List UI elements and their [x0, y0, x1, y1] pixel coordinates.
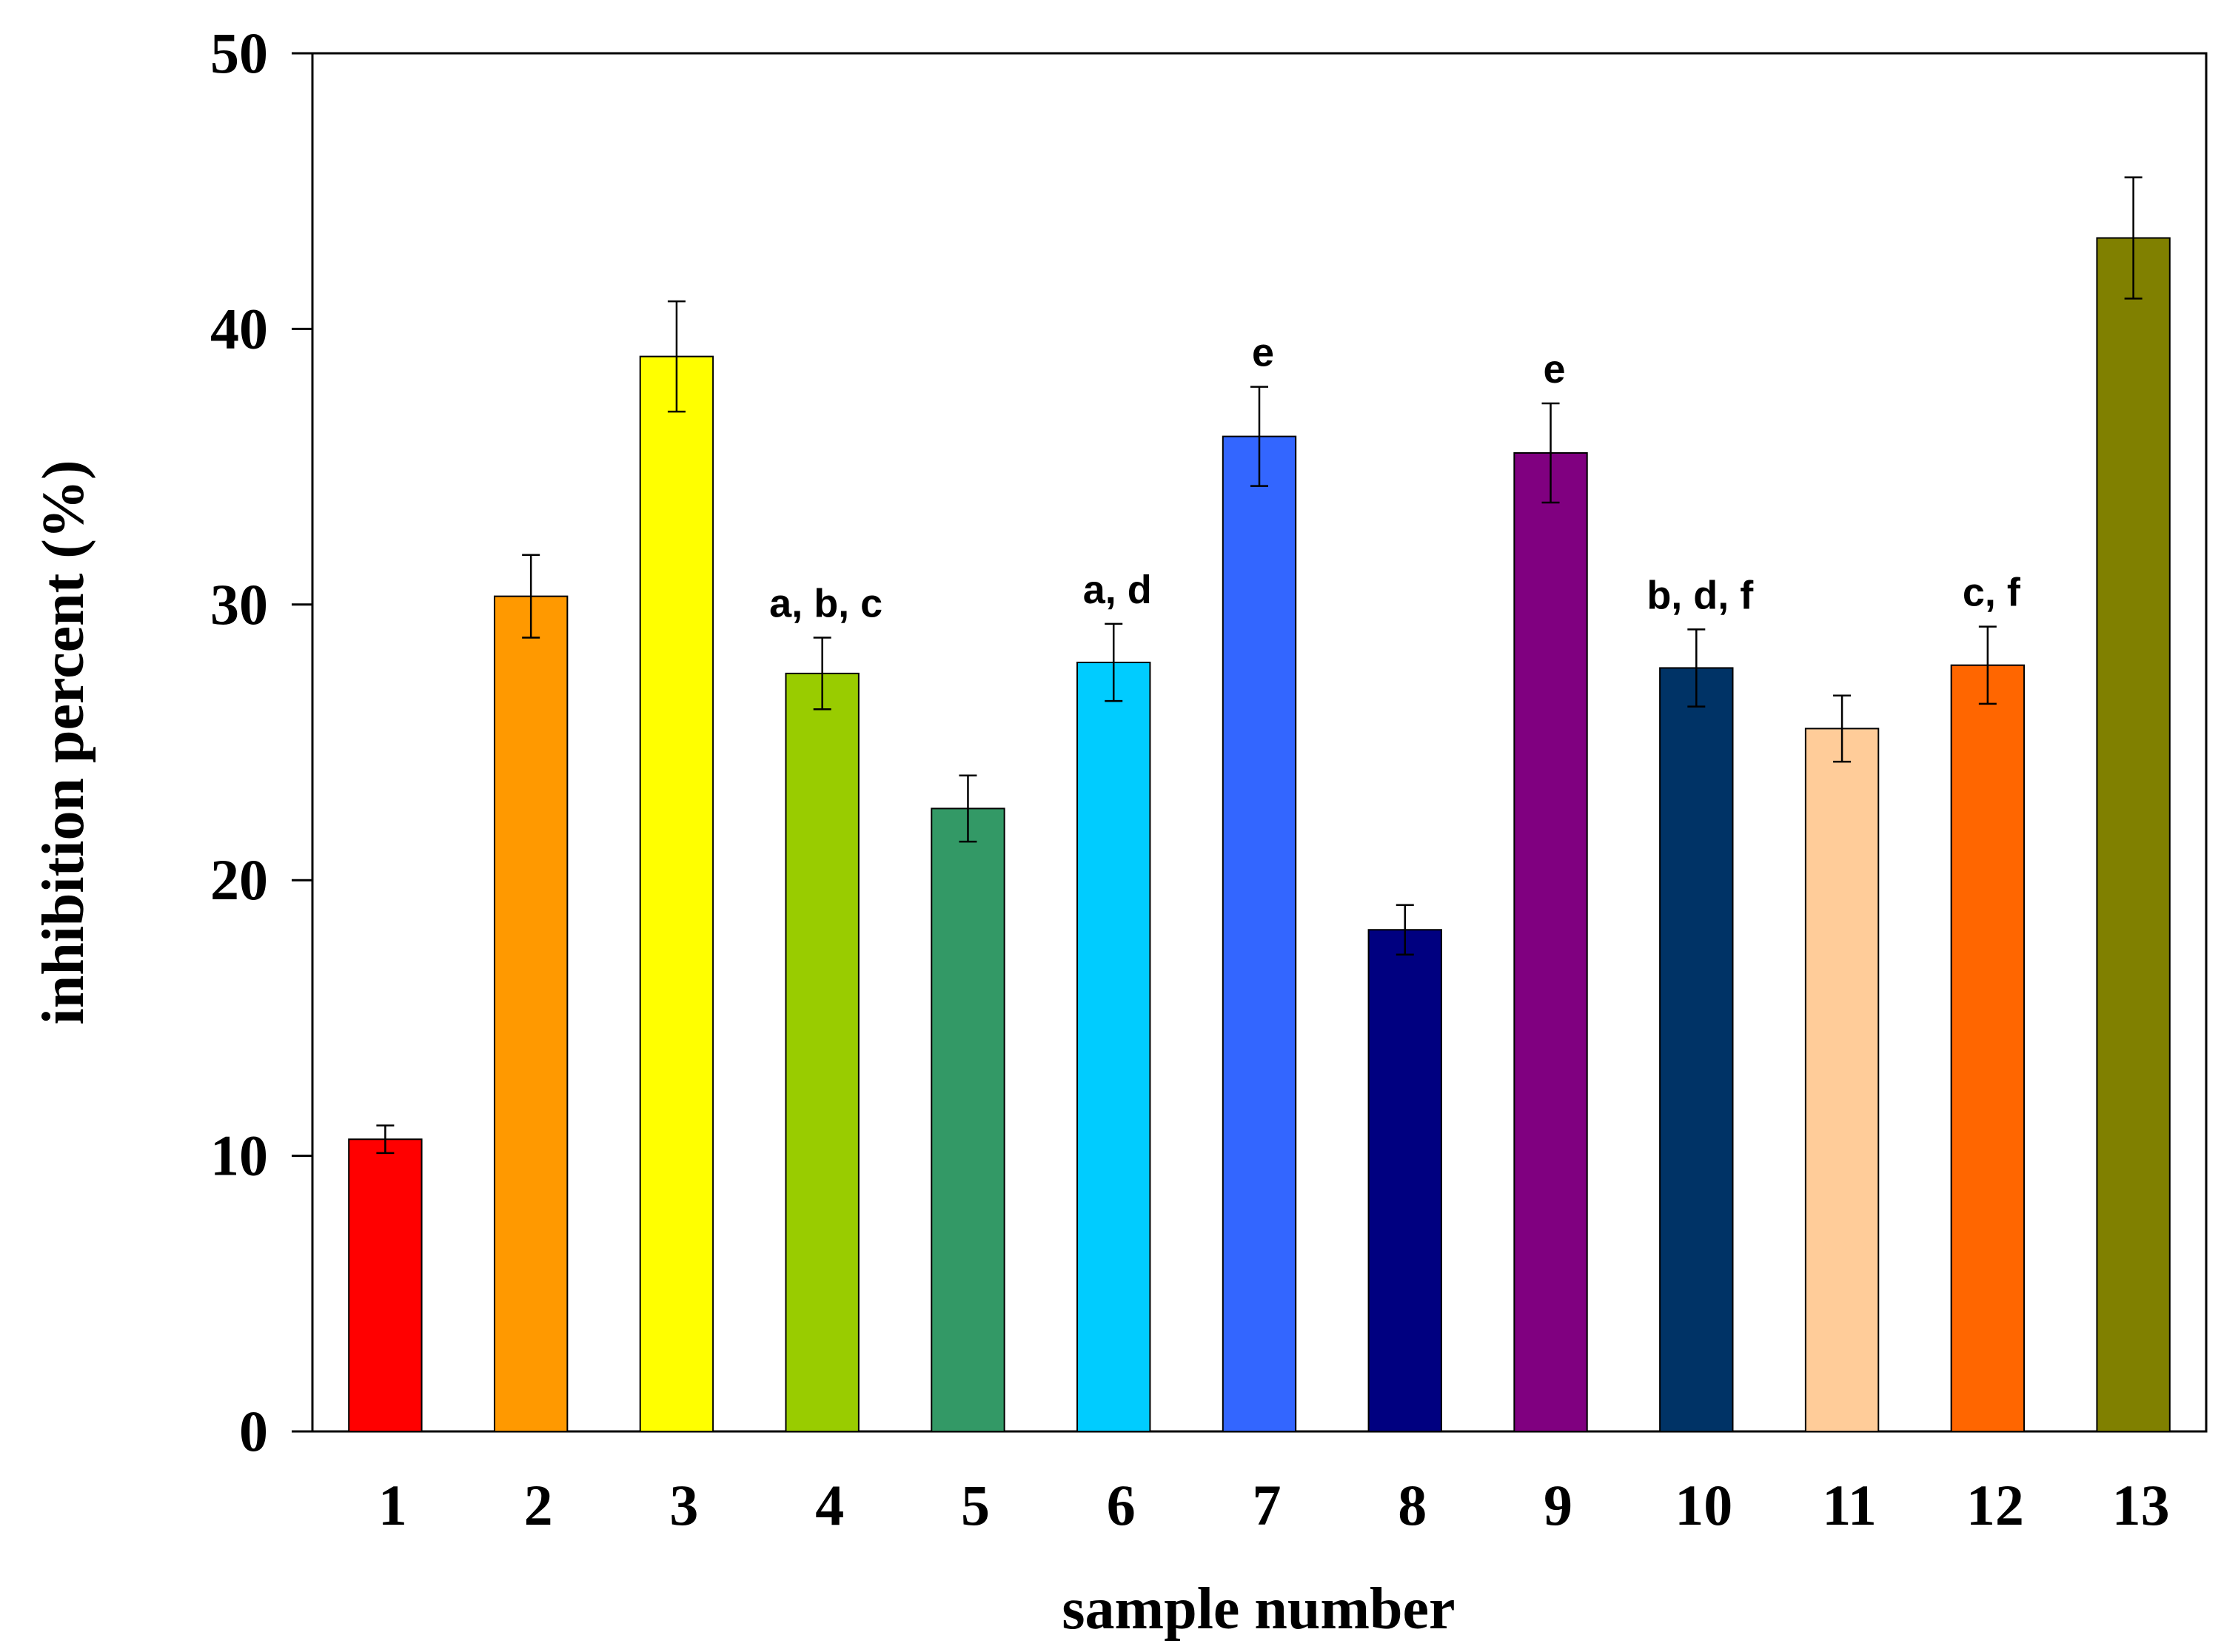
error-bar — [2124, 176, 2143, 300]
significance-label: c, f — [1963, 571, 2021, 615]
y-axis-title: inhibition percent (%) — [31, 460, 96, 1024]
y-tick-label: 50 — [210, 21, 268, 85]
x-tick-label: 10 — [1675, 1473, 1732, 1537]
error-bar — [1250, 386, 1268, 487]
error-bar — [376, 1124, 395, 1155]
error-bar — [1396, 904, 1414, 956]
significance-label: b, d, f — [1647, 573, 1754, 617]
bar-sample-11 — [1804, 728, 1880, 1432]
y-tick-label: 30 — [210, 572, 268, 637]
x-tick-label: 7 — [1253, 1473, 1282, 1537]
y-axis: 0 10 20 30 40 50 — [210, 21, 312, 1463]
x-tick-label: 11 — [1822, 1473, 1877, 1537]
bar-sample-1 — [348, 1138, 423, 1432]
x-tick-label: 13 — [2112, 1473, 2170, 1537]
error-bar — [522, 554, 540, 639]
x-tick-label: 9 — [1544, 1473, 1572, 1537]
significance-label: a, d — [1083, 568, 1152, 612]
x-tick-label: 8 — [1398, 1473, 1427, 1537]
y-tick-label: 40 — [210, 296, 268, 360]
x-tick-label: 1 — [378, 1473, 407, 1537]
significance-label: a, b, c — [769, 581, 882, 625]
bar-sample-12 — [1950, 664, 2026, 1432]
bar-sample-8 — [1367, 929, 1442, 1433]
bar-sample-6 — [1076, 662, 1151, 1432]
x-tick-label: 6 — [1107, 1473, 1136, 1537]
bar-sample-7 — [1222, 435, 1297, 1432]
bar-sample-9 — [1513, 451, 1588, 1432]
bar-sample-4 — [785, 672, 860, 1432]
significance-label: e — [1252, 331, 1274, 375]
x-tick-label: 2 — [524, 1473, 553, 1537]
error-bar — [959, 774, 977, 843]
x-tick-label: 3 — [669, 1473, 698, 1537]
x-tick-label: 5 — [961, 1473, 990, 1537]
y-tick-label: 10 — [210, 1124, 268, 1188]
error-bar — [1978, 625, 1997, 705]
bar-sample-3 — [639, 355, 714, 1432]
x-axis-title: sample number — [1062, 1577, 1455, 1642]
x-axis: 1 2 3 4 5 6 7 8 9 10 11 12 13 — [378, 1473, 2170, 1537]
x-tick-label: 4 — [815, 1473, 844, 1537]
significance-label: e — [1544, 347, 1566, 392]
bars: a, b, c a, d e e b, d, f c, f — [348, 176, 2171, 1433]
error-bar — [667, 300, 686, 413]
y-tick-label: 20 — [210, 847, 268, 912]
bar-sample-5 — [931, 807, 1005, 1432]
bar-sample-2 — [493, 595, 569, 1432]
error-bar — [1687, 628, 1706, 708]
bar-sample-10 — [1659, 667, 1734, 1432]
y-tick-label: 0 — [239, 1399, 268, 1463]
error-bar — [1833, 694, 1852, 763]
error-bar — [1541, 402, 1560, 504]
error-bar — [1105, 622, 1123, 702]
bar-sample-13 — [2096, 237, 2171, 1432]
x-tick-label: 12 — [1966, 1473, 2024, 1537]
error-bar — [813, 637, 831, 711]
